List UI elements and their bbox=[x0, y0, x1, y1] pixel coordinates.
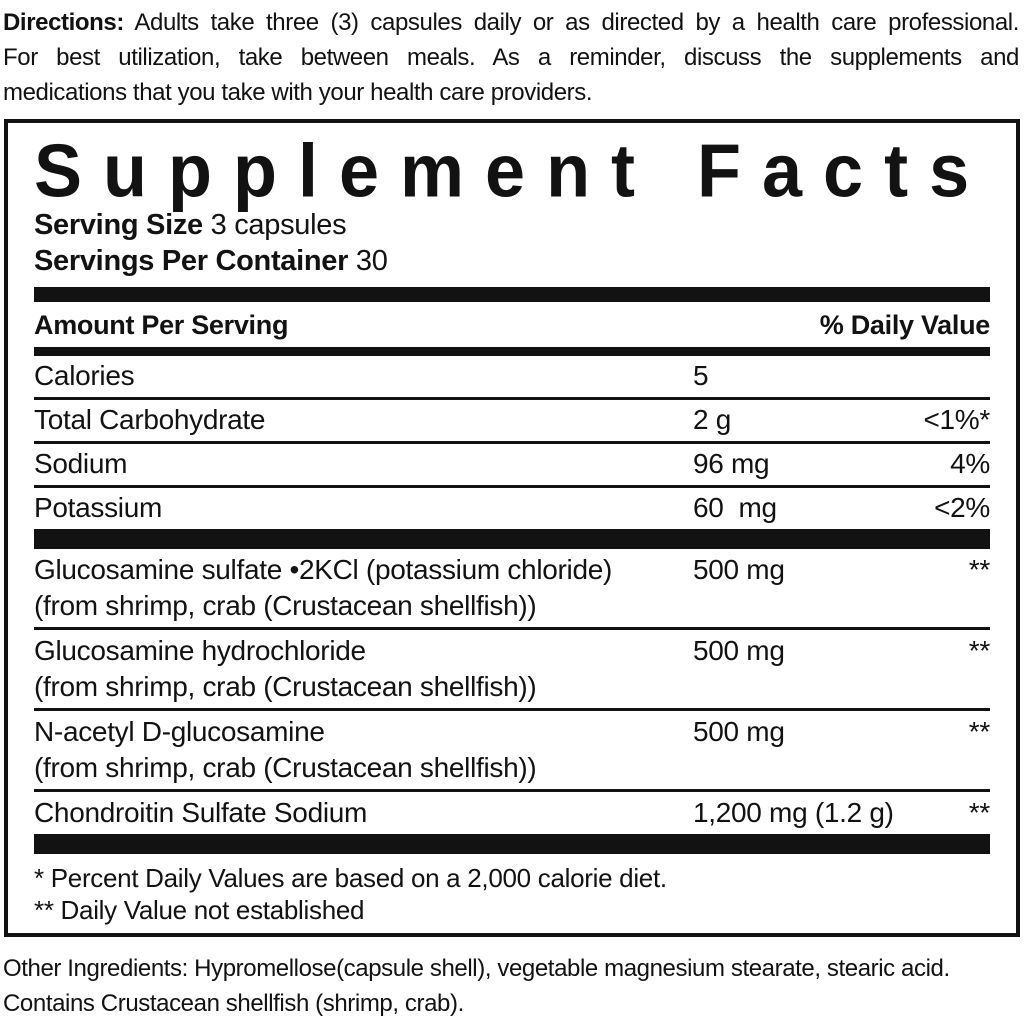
directions-paragraph: Directions: Adults take three (3) capsul… bbox=[0, 0, 1024, 110]
nutrient-dv: 4% bbox=[950, 448, 990, 479]
nutrient-row-sodium: Sodium 96 mg 4% bbox=[34, 444, 990, 485]
ingredient-row-glucosamine-hydrochloride: Glucosamine hydrochloride (from shrimp, … bbox=[34, 630, 990, 708]
ingredient-name: Glucosamine sulfate •2KCl (potassium chl… bbox=[34, 554, 613, 585]
ingredient-row-chondroitin-sulfate-sodium: Chondroitin Sulfate Sodium 1,200 mg (1.2… bbox=[34, 792, 990, 834]
nutrient-amount: 5 bbox=[693, 360, 709, 391]
ingredient-row-glucosamine-sulfate: Glucosamine sulfate •2KCl (potassium chl… bbox=[34, 549, 990, 627]
directions-line-1: Directions: Adults take three (3) capsul… bbox=[3, 5, 1019, 40]
ingredient-name-block: N-acetyl D-glucosamine (from shrimp, cra… bbox=[34, 714, 693, 786]
directions-line-2: For best utilization, take between meals… bbox=[3, 44, 1019, 71]
divider-bar-header bbox=[34, 347, 990, 356]
row-divider bbox=[34, 397, 990, 400]
nutrient-dv: <1%* bbox=[923, 404, 990, 435]
footnote-not-established: ** Daily Value not established bbox=[34, 895, 365, 925]
row-divider bbox=[34, 485, 990, 488]
row-divider bbox=[34, 627, 990, 630]
ingredient-name-block: Glucosamine hydrochloride (from shrimp, … bbox=[34, 633, 693, 705]
ingredient-amount: 500 mg bbox=[693, 554, 785, 585]
nutrient-dv: <2% bbox=[934, 492, 990, 523]
row-divider bbox=[34, 789, 990, 792]
nutrient-row-potassium: Potassium 60 mg <2% bbox=[34, 488, 990, 529]
panel-title: Supplement Facts bbox=[34, 129, 991, 214]
ingredient-amount: 500 mg bbox=[693, 716, 785, 747]
ingredient-source: (from shrimp, crab (Crustacean shellfish… bbox=[34, 590, 537, 621]
other-ingredients-text: Other Ingredients: Hypromellose(capsule … bbox=[3, 955, 950, 982]
nutrient-row-calories: Calories 5 bbox=[34, 356, 990, 397]
other-ingredients-section: Other Ingredients: Hypromellose(capsule … bbox=[3, 951, 1019, 1021]
table-header-row: Amount Per Serving % Daily Value bbox=[34, 302, 990, 347]
nutrient-name: Total Carbohydrate bbox=[34, 404, 266, 435]
ingredient-source: (from shrimp, crab (Crustacean shellfish… bbox=[34, 671, 537, 702]
divider-bar-top bbox=[34, 287, 990, 302]
servings-per-container-value: 30 bbox=[355, 245, 388, 277]
nutrient-amount: 60 mg bbox=[693, 492, 777, 523]
nutrient-amount: 2 g bbox=[693, 404, 732, 435]
ingredient-dv: ** bbox=[968, 554, 991, 585]
footnotes: * Percent Daily Values are based on a 2,… bbox=[34, 862, 990, 926]
ingredient-name: Glucosamine hydrochloride bbox=[34, 635, 366, 666]
nutrient-row-total-carbohydrate: Total Carbohydrate 2 g <1%* bbox=[34, 400, 990, 441]
footnote-daily-value: * Percent Daily Values are based on a 2,… bbox=[34, 863, 667, 893]
row-divider bbox=[34, 441, 990, 444]
directions-line-3: medications that you take with your heal… bbox=[3, 79, 593, 106]
amount-per-serving-header: Amount Per Serving bbox=[34, 310, 289, 340]
nutrient-name: Calories bbox=[34, 360, 135, 391]
ingredient-row-n-acetyl-d-glucosamine: N-acetyl D-glucosamine (from shrimp, cra… bbox=[34, 711, 990, 789]
ingredient-amount: 1,200 mg (1.2 g) bbox=[693, 797, 894, 828]
nutrient-name: Sodium bbox=[34, 448, 128, 479]
ingredient-dv: ** bbox=[968, 635, 991, 666]
ingredient-source: (from shrimp, crab (Crustacean shellfish… bbox=[34, 752, 537, 783]
ingredient-name: N-acetyl D-glucosamine bbox=[34, 716, 325, 747]
divider-bar-bottom bbox=[34, 834, 990, 854]
contains-allergen-text: Contains Crustacean shellfish (shrimp, c… bbox=[3, 990, 464, 1017]
serving-size-label: Serving Size bbox=[34, 209, 203, 241]
ingredient-name-block: Glucosamine sulfate •2KCl (potassium chl… bbox=[34, 552, 693, 624]
ingredient-name: Chondroitin Sulfate Sodium bbox=[34, 797, 368, 828]
servings-per-container-row: Servings Per Container 30 bbox=[34, 243, 990, 279]
ingredient-dv: ** bbox=[968, 797, 991, 828]
divider-bar-middle bbox=[34, 529, 990, 549]
nutrient-amount: 96 mg bbox=[693, 448, 770, 479]
ingredient-dv: ** bbox=[968, 716, 991, 747]
supplement-facts-panel: Supplement Facts Serving Size 3 capsules… bbox=[4, 119, 1020, 937]
servings-per-container-label: Servings Per Container bbox=[34, 245, 349, 277]
directions-text-1: Adults take three (3) capsules daily or … bbox=[123, 9, 1019, 36]
serving-size-value: 3 capsules bbox=[210, 209, 347, 241]
serving-size-row: Serving Size 3 capsules bbox=[34, 207, 990, 243]
directions-label: Directions: bbox=[3, 9, 124, 36]
daily-value-header: % Daily Value bbox=[819, 310, 991, 340]
ingredient-amount: 500 mg bbox=[693, 635, 785, 666]
nutrient-name: Potassium bbox=[34, 492, 163, 523]
row-divider bbox=[34, 708, 990, 711]
